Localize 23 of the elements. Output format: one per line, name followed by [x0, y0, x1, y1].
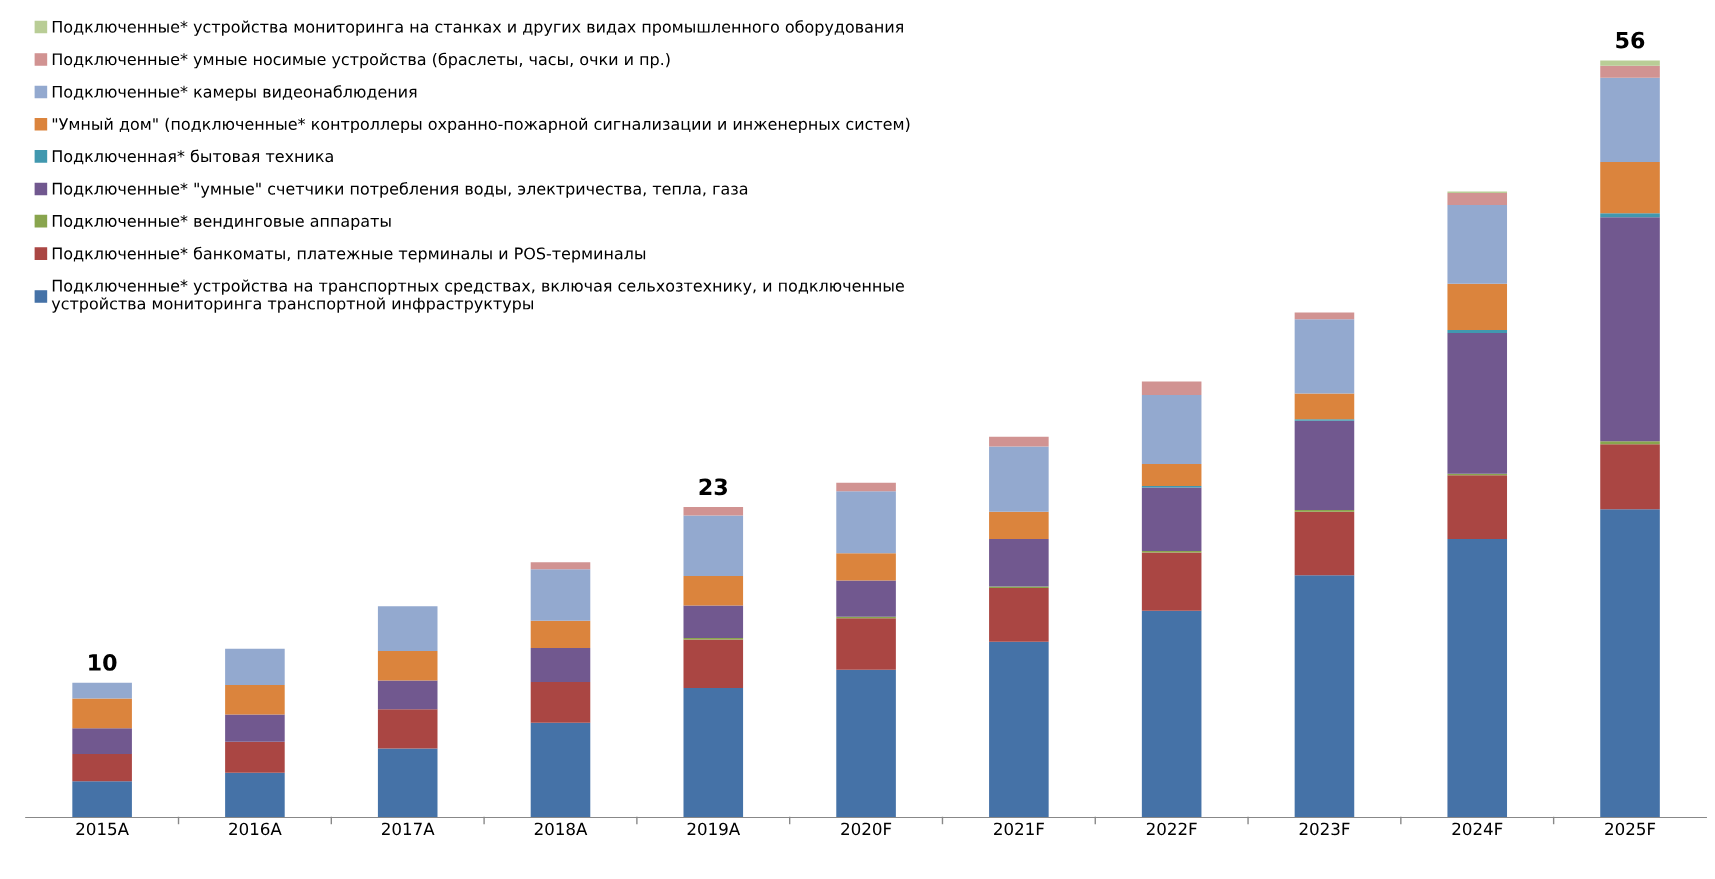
legend-label: Подключенная* бытовая техника [52, 149, 333, 165]
x-tick-label: 2019A [687, 822, 741, 836]
x-tick-label: 2023F [1299, 822, 1350, 836]
x-tick-label: 2016A [229, 822, 282, 836]
x-tick-label: 2017A [382, 822, 435, 836]
x-tick-label: 2024F [1452, 822, 1503, 836]
legend-label: "Умный дом" (подключенные* контроллеры охранно-пожарной сигнализации и инженерных систем) [52, 117, 910, 134]
x-tick-label: 2020F [841, 822, 892, 836]
x-tick-label: 2015A [76, 822, 129, 836]
legend-label: Подключенные* устройства мониторинга на станках и других видах промышленного оборудования [52, 20, 903, 36]
legend-label: Подключенные* вендинговые аппараты [52, 214, 391, 231]
x-tick-label: 2025F [1605, 822, 1656, 836]
annotation: 23 [699, 478, 727, 496]
x-tick-label: 2022F [1146, 822, 1197, 836]
annotation: 10 [89, 654, 117, 671]
x-tick-label: 2021F [994, 822, 1044, 836]
legend-label: Подключенные* умные носимые устройства (браслеты, часы, очки и пр.) [52, 52, 670, 69]
legend-label: Подключенные* банкоматы, платежные терминалы и POS-терминалы [52, 246, 646, 263]
legend-label: Подключенные* камеры видеонаблюдения [52, 85, 417, 101]
legend-label: Подключенные* устройства на транспортных средствах, включая сельхозтехнику, и подключенные устройства мониторинга транспортной инфраструктуры [51, 279, 904, 313]
legend-label: Подключенные* "умные" счетчики потребления воды, электричества, тепла, газа [52, 182, 748, 198]
annotation: 56 [1616, 31, 1645, 49]
x-tick-label: 2018A [534, 822, 588, 836]
